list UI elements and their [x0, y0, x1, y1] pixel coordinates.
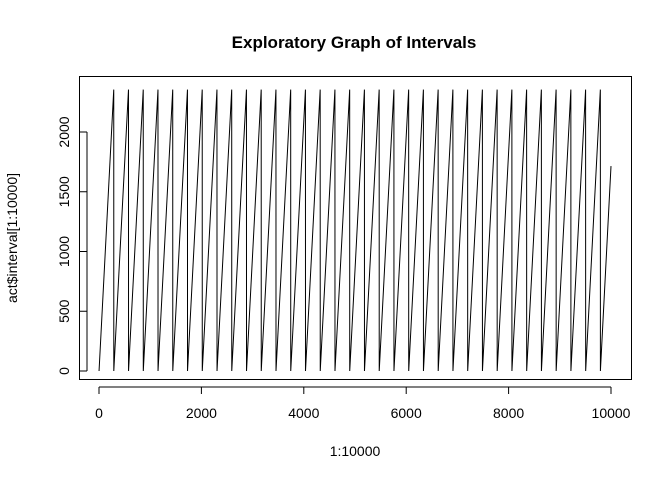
x-tick-label: 0 — [95, 405, 103, 421]
x-tick-label: 2000 — [186, 405, 217, 421]
chart-title: Exploratory Graph of Intervals — [232, 33, 477, 52]
x-tick-label: 8000 — [493, 405, 524, 421]
y-tick-label: 2000 — [56, 116, 72, 147]
x-tick-label: 10000 — [592, 405, 631, 421]
y-tick-label: 1500 — [56, 176, 72, 207]
plot-box — [79, 76, 632, 380]
series-line — [98, 89, 612, 372]
y-tick-label: 1000 — [56, 236, 72, 267]
x-tick-label: 4000 — [288, 405, 319, 421]
x-tick-label: 6000 — [391, 405, 422, 421]
y-axis: 0 500 1000 1500 2000 — [56, 116, 88, 375]
y-tick-label: 500 — [56, 299, 72, 323]
y-tick-label: 0 — [56, 367, 72, 375]
y-axis-label: act$interval[1:10000] — [4, 173, 20, 303]
x-axis: 0 2000 4000 6000 8000 10000 — [95, 386, 631, 421]
x-axis-label: 1:10000 — [330, 443, 381, 459]
